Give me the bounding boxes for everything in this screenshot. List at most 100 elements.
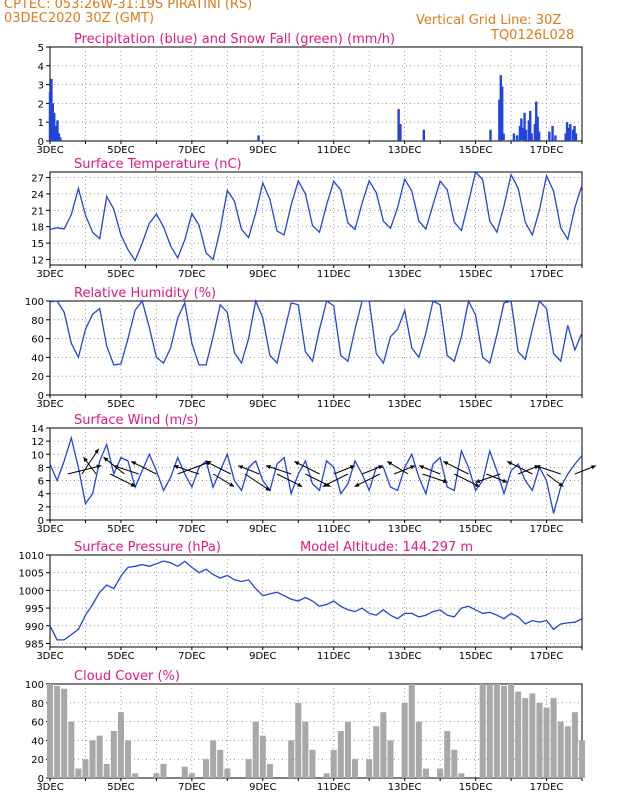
x-tick-label: 9DEC bbox=[249, 399, 276, 410]
y-tick-label: 80 bbox=[31, 699, 44, 710]
cloud-bar bbox=[564, 726, 571, 778]
x-tick-label: 3DEC bbox=[36, 145, 63, 156]
cloud-bar bbox=[54, 685, 61, 778]
x-tick-label: 5DEC bbox=[107, 782, 134, 793]
x-tick-label: 17DEC bbox=[530, 524, 564, 535]
y-tick-label: 27 bbox=[31, 173, 44, 184]
wind-arrow bbox=[177, 460, 212, 475]
cloud-bar bbox=[295, 702, 302, 778]
cloud-bar bbox=[210, 740, 217, 778]
precip-bar bbox=[569, 124, 572, 141]
y-tick-label: 20 bbox=[31, 372, 44, 383]
x-tick-label: 7DEC bbox=[178, 651, 205, 662]
cloud-bar bbox=[288, 740, 295, 778]
precip-bar bbox=[537, 131, 541, 141]
wind-arrow bbox=[354, 473, 381, 488]
panel-temp bbox=[46, 170, 583, 268]
cloud-bar bbox=[543, 707, 550, 778]
wind-arrow-head bbox=[535, 465, 541, 470]
wind-arrow-head bbox=[354, 482, 360, 487]
x-tick-label: 11DEC bbox=[317, 399, 351, 410]
cloud-bar bbox=[571, 712, 578, 778]
cloud-bar bbox=[203, 759, 210, 778]
precip-bar bbox=[54, 125, 58, 141]
cloud-bar bbox=[82, 759, 89, 778]
y-tick-label: 0 bbox=[38, 137, 44, 148]
cloud-bar bbox=[401, 702, 408, 778]
cloud-bar bbox=[61, 688, 68, 778]
precip-bar bbox=[535, 101, 538, 141]
series-line bbox=[49, 170, 583, 262]
y-tick-label: 40 bbox=[31, 736, 44, 747]
wind-arrow-head bbox=[590, 465, 596, 470]
y-tick-label: 12 bbox=[31, 256, 44, 267]
precip-bar bbox=[551, 125, 554, 141]
precip-bar bbox=[548, 131, 551, 141]
y-tick-label: 5 bbox=[38, 43, 44, 54]
precip-bar bbox=[518, 125, 522, 141]
cloud-bar bbox=[75, 768, 82, 778]
cloud-bar bbox=[578, 740, 586, 778]
cloud-bar bbox=[500, 685, 507, 778]
cloud-bar bbox=[188, 773, 195, 778]
cloud-bar bbox=[224, 768, 231, 778]
cloud-bar bbox=[529, 693, 536, 778]
y-tick-label: 20 bbox=[31, 755, 44, 766]
wind-arrow-head bbox=[83, 457, 88, 463]
cloud-bar bbox=[259, 735, 266, 778]
cloud-bar bbox=[181, 766, 188, 778]
panel-title: Precipitation (blue) and Snow Fall (gree… bbox=[74, 32, 395, 47]
y-tick-label: 985 bbox=[25, 639, 44, 650]
y-tick-label: 3 bbox=[38, 81, 44, 92]
panel-frame bbox=[49, 427, 583, 521]
cloud-bar bbox=[103, 763, 110, 778]
precip-bar bbox=[399, 124, 402, 141]
wind-arrow-head bbox=[265, 486, 271, 491]
cloud-bar bbox=[522, 698, 529, 778]
x-tick-label: 9DEC bbox=[249, 651, 276, 662]
y-tick-label: 60 bbox=[31, 718, 44, 729]
cloud-bar bbox=[408, 684, 415, 778]
precip-bar bbox=[520, 118, 523, 141]
x-tick-label: 3DEC bbox=[36, 399, 63, 410]
panel-rh bbox=[46, 298, 583, 398]
precip-bar bbox=[498, 99, 501, 141]
panel-title: Surface Wind (m/s) bbox=[74, 413, 198, 428]
wind-arrow-head bbox=[131, 461, 137, 466]
cloud-bar bbox=[508, 684, 515, 778]
precip-bar bbox=[536, 116, 539, 141]
panel-title: Cloud Cover (%) bbox=[74, 669, 180, 684]
precip-bar bbox=[512, 133, 516, 141]
precip-bar bbox=[574, 133, 578, 141]
snow-bar bbox=[520, 140, 523, 142]
cloud-bar bbox=[337, 731, 344, 778]
y-tick-label: 10 bbox=[31, 450, 44, 461]
wind-arrow-head bbox=[113, 465, 119, 470]
x-tick-label: 9DEC bbox=[249, 782, 276, 793]
snow-bar bbox=[282, 140, 286, 142]
wind-arrow-head bbox=[410, 465, 415, 470]
y-tick-label: 1 bbox=[38, 118, 44, 129]
wind-arrow bbox=[205, 460, 232, 475]
y-tick-label: 0 bbox=[38, 391, 44, 402]
x-tick-label: 11DEC bbox=[317, 145, 351, 156]
wind-arrow-head bbox=[229, 482, 235, 487]
precip-bar bbox=[523, 112, 526, 141]
cloud-bar bbox=[110, 731, 117, 778]
x-tick-label: 5DEC bbox=[107, 524, 134, 535]
header-model-code: TQ0126L028 bbox=[491, 28, 575, 43]
y-tick-label: 2 bbox=[38, 503, 44, 514]
wind-arrow-head bbox=[130, 482, 136, 487]
precip-bar bbox=[48, 92, 52, 141]
panel-cloud bbox=[46, 683, 586, 781]
precip-bar bbox=[515, 135, 519, 141]
precip-bar bbox=[565, 122, 569, 141]
x-tick-label: 9DEC bbox=[249, 269, 276, 280]
x-tick-label: 9DEC bbox=[249, 524, 276, 535]
y-tick-label: 990 bbox=[25, 622, 44, 633]
x-tick-label: 13DEC bbox=[388, 782, 422, 793]
x-tick-label: 13DEC bbox=[388, 269, 422, 280]
cloud-bar bbox=[366, 759, 373, 778]
precip-bar bbox=[567, 127, 571, 141]
panel-title: Relative Humidity (%) bbox=[74, 286, 216, 301]
